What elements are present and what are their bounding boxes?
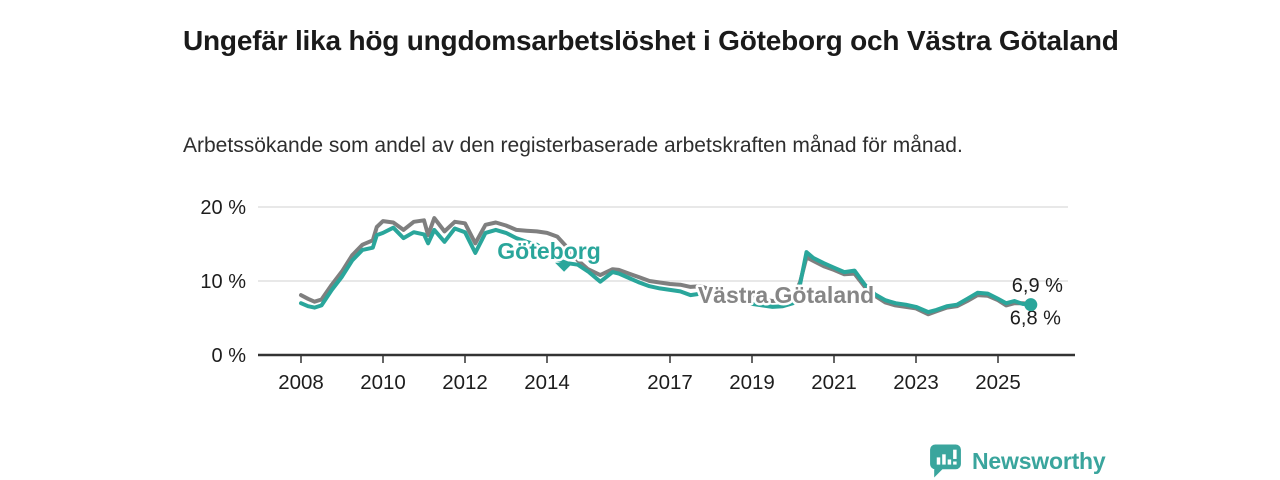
- end-dot-g-teborg: [1024, 298, 1038, 312]
- x-tick-label-2019: 2019: [729, 371, 775, 394]
- logo-exclamation-bar: [953, 449, 957, 459]
- chart-title: Ungefär lika hög ungdomsarbetslöshet i G…: [183, 24, 1119, 56]
- x-tick-label-2017: 2017: [647, 371, 693, 394]
- series-label-g-teborg: Göteborg: [497, 238, 601, 264]
- series-label-pointer-g-teborg: [555, 262, 574, 272]
- x-tick-label-2010: 2010: [360, 371, 406, 394]
- branding: Newsworthy: [928, 443, 1106, 479]
- logo-bar-3: [947, 459, 952, 465]
- logo-exclamation-dot: [953, 461, 957, 465]
- end-value-label-g-teborg: 6,8 %: [1010, 308, 1061, 330]
- y-tick-label-20: 20 %: [200, 197, 246, 219]
- x-tick-label-2014: 2014: [524, 371, 570, 394]
- logo-bar-1: [936, 457, 941, 465]
- series-label-v-stra-g-taland: Västra Götaland: [698, 282, 874, 308]
- y-tick-label-0: 0 %: [212, 345, 247, 367]
- chart-subtitle: Arbetssökande som andel av den registerb…: [183, 134, 963, 157]
- x-tick-label-2012: 2012: [442, 371, 488, 394]
- x-tick-label-2025: 2025: [975, 371, 1021, 394]
- brand-name: Newsworthy: [972, 447, 1106, 474]
- x-tick-label-2021: 2021: [811, 371, 857, 394]
- newsworthy-logo-icon: [930, 444, 961, 478]
- y-tick-label-10: 10 %: [200, 271, 246, 293]
- logo-bar-2: [942, 454, 946, 465]
- series-line-g-teborg: [299, 225, 1033, 315]
- x-tick-label-2008: 2008: [278, 371, 324, 394]
- end-value-label-v-stra-g-taland: 6,9 %: [1012, 275, 1063, 297]
- x-tick-label-2023: 2023: [893, 371, 939, 394]
